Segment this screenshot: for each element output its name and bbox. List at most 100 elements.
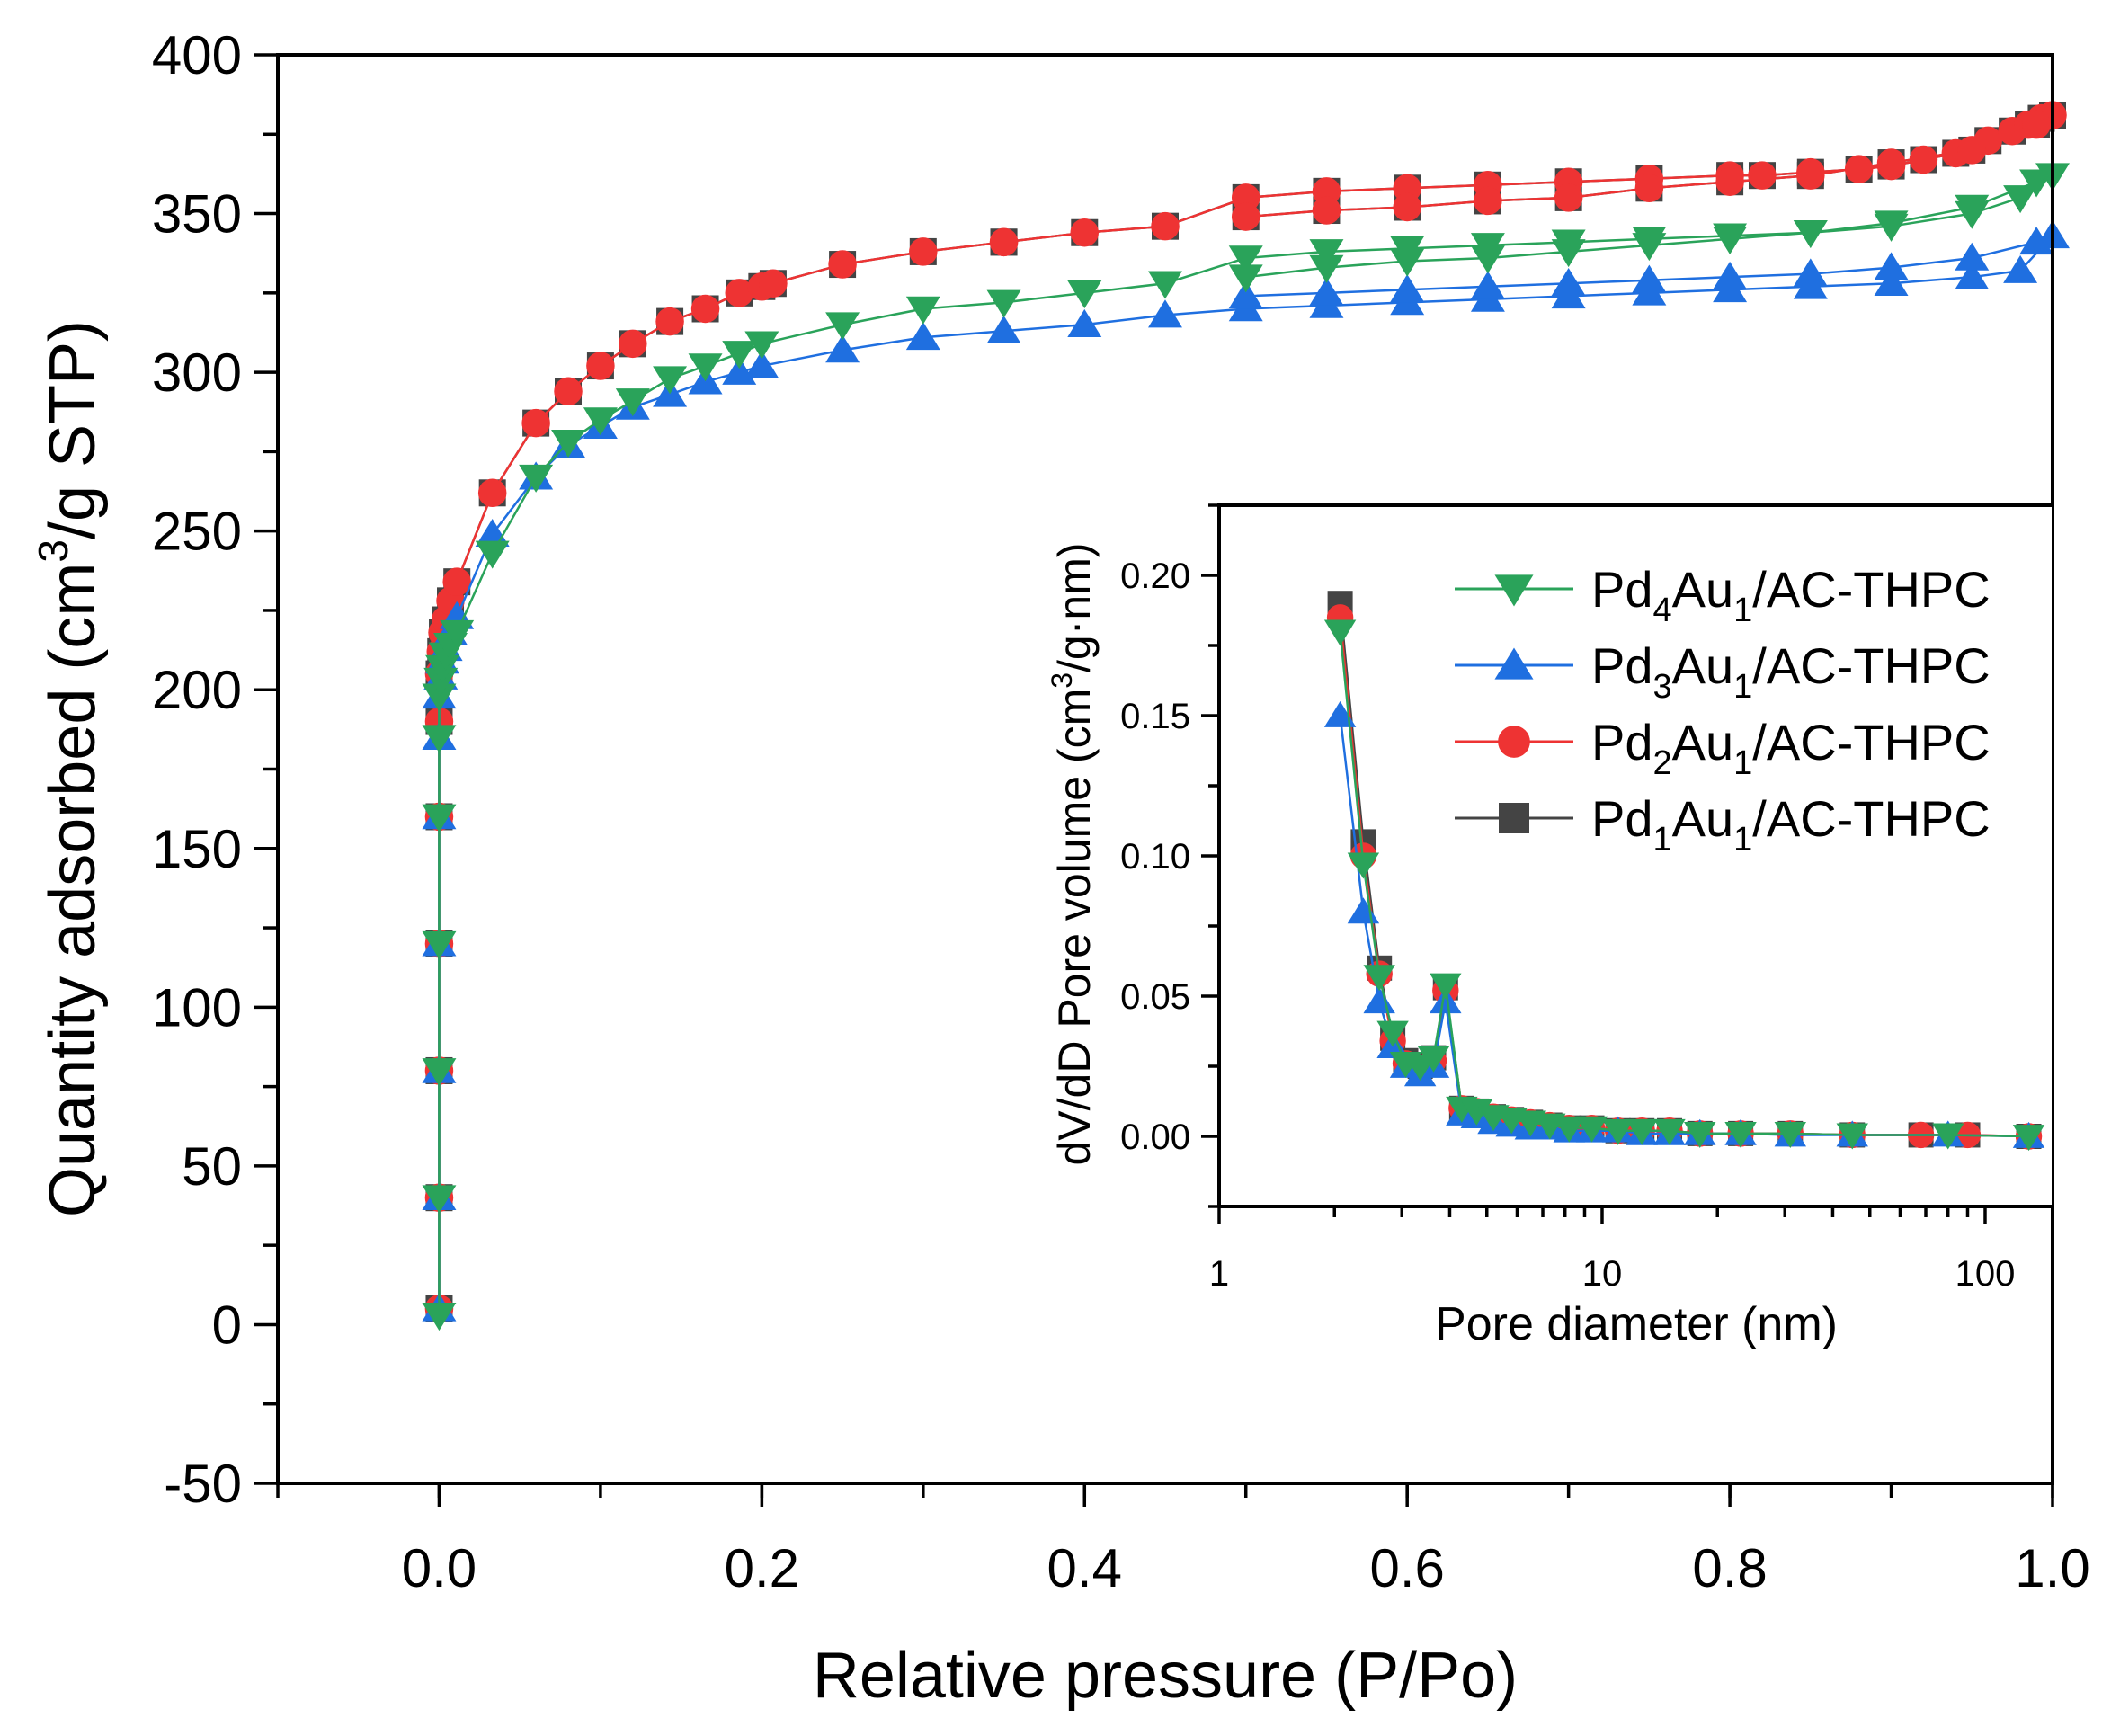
main-x-axis: 0.0 0.2 0.4 0.6 0.8 1.0 (276, 1483, 2090, 1598)
main-data-point (442, 567, 471, 596)
main-data-point (722, 341, 757, 369)
main-data-point (1632, 233, 1667, 262)
legend-label: Pd4Au1/AC-THPC (1591, 561, 1991, 629)
main-data-point (690, 294, 720, 324)
main-data-point (1955, 194, 1990, 223)
main-y-tick-label: 50 (182, 1136, 242, 1197)
legend-label: Pd3Au1/AC-THPC (1591, 637, 1991, 706)
main-data-point (1148, 271, 1182, 299)
legend-label-part: Au (1672, 714, 1734, 770)
main-y-tick-label: 0 (212, 1295, 242, 1355)
legend-entry: Pd1Au1/AC-THPC (1455, 790, 1991, 859)
legend-entry: Pd4Au1/AC-THPC (1455, 561, 1991, 629)
inset-data-point (1601, 1118, 1634, 1145)
main-data-point (1148, 299, 1182, 328)
main-series-4 (422, 163, 2070, 1331)
main-data-point (1470, 271, 1505, 299)
main-data-point (554, 377, 583, 406)
inset-data-point (1724, 1122, 1757, 1148)
main-data-point (1309, 254, 1344, 283)
legend-label-part: Au (1672, 561, 1734, 618)
main-data-point (1228, 280, 1263, 309)
main-data-point (1748, 161, 1777, 190)
legend-label-part: /AC-THPC (1752, 637, 1990, 694)
main-data-point (1228, 264, 1263, 293)
inset-data-point (1653, 1118, 1686, 1145)
main-data-point (744, 350, 779, 378)
main-data-point (422, 683, 457, 712)
main-x-tick-label: 0.4 (1047, 1538, 1122, 1598)
main-data-point (2022, 110, 2051, 139)
main-data-point (905, 322, 940, 351)
legend-label-part: /AC-THPC (1752, 714, 1990, 770)
main-data-point (688, 353, 723, 382)
inset-data-point (1553, 1116, 1585, 1143)
legend-label-part: Pd (1591, 790, 1653, 847)
main-data-point (1231, 202, 1260, 231)
main-data-point (825, 334, 860, 363)
inset-y-label-sup: 3 (1046, 672, 1078, 689)
main-data-point (1228, 245, 1263, 274)
main-data-point (1151, 211, 1180, 241)
main-data-point (1551, 239, 1586, 268)
inset-series-group (1323, 591, 2045, 1152)
main-data-point (1874, 210, 1909, 239)
inset-data-point (1774, 1122, 1807, 1148)
inset-data-point (1430, 987, 1462, 1014)
inset-x-axis: 1 10 100 (1209, 1206, 2015, 1294)
main-y-tick-label: -50 (164, 1454, 242, 1514)
inset-data-point (1684, 1122, 1716, 1148)
inset-y-tick-label: 0.10 (1120, 837, 1190, 877)
main-data-point (1955, 242, 1990, 271)
main-data-point (828, 250, 857, 279)
inset-y-label-part1: dV/dD Pore volume (cm (1049, 689, 1100, 1166)
legend-label-part: Pd (1591, 637, 1653, 694)
main-data-point (1715, 167, 1744, 196)
legend-label-part: 1 (1653, 821, 1672, 859)
legend-label: Pd2Au1/AC-THPC (1591, 714, 1991, 782)
legend-marker (1499, 803, 1529, 833)
inset-y-tick-label: 0.00 (1120, 1117, 1190, 1157)
legend-marker (1494, 647, 1534, 680)
main-data-point (655, 307, 684, 336)
main-data-point (1955, 261, 1990, 289)
inset-legend: Pd4Au1/AC-THPCPd3Au1/AC-THPCPd2Au1/AC-TH… (1455, 561, 1991, 859)
main-data-point (586, 352, 615, 380)
legend-marker (1494, 574, 1534, 607)
legend-label-part: 1 (1733, 821, 1752, 859)
main-data-point (1470, 245, 1505, 274)
inset-y-label-part2: /g·nm) (1049, 542, 1100, 672)
legend-entry: Pd2Au1/AC-THPC (1455, 714, 1991, 782)
legend-label-part: Pd (1591, 561, 1653, 618)
main-y-tick-label: 150 (152, 819, 242, 879)
inset-x-axis-label: Pore diameter (nm) (1435, 1298, 1838, 1350)
main-data-point (422, 804, 457, 832)
main-data-point (521, 408, 550, 438)
main-data-point (1793, 258, 1828, 287)
main-data-point (2019, 227, 2054, 255)
main-y-axis-label: Quantity adsorbed (cm3/g STP) (30, 320, 109, 1217)
legend-label-part: 2 (1653, 744, 1672, 782)
inset-x-tick-label: 1 (1209, 1254, 1229, 1294)
main-data-point (619, 329, 647, 359)
main-data-point (1874, 267, 1909, 297)
legend-label: Pd1Au1/AC-THPC (1591, 790, 1991, 859)
main-x-axis-label: Relative pressure (P/Po) (813, 1640, 1518, 1712)
main-data-point (422, 930, 457, 959)
main-x-tick-label: 0.6 (1369, 1538, 1444, 1598)
main-data-point (759, 269, 788, 298)
main-data-point (909, 237, 938, 266)
main-data-point (2019, 169, 2054, 198)
main-data-point (1067, 280, 1102, 309)
main-data-point (1309, 277, 1344, 306)
inset-y-tick-label: 0.20 (1120, 556, 1190, 596)
main-data-point (744, 331, 779, 360)
main-data-point (1909, 145, 1938, 174)
main-x-tick-label: 0.0 (402, 1538, 477, 1598)
inset-data-point (1626, 1118, 1658, 1145)
main-data-point (986, 315, 1021, 344)
legend-label-part: 4 (1653, 592, 1672, 629)
main-data-point (425, 654, 460, 683)
legend-label-part: Au (1672, 790, 1734, 847)
legend-label-part: 3 (1653, 668, 1672, 706)
